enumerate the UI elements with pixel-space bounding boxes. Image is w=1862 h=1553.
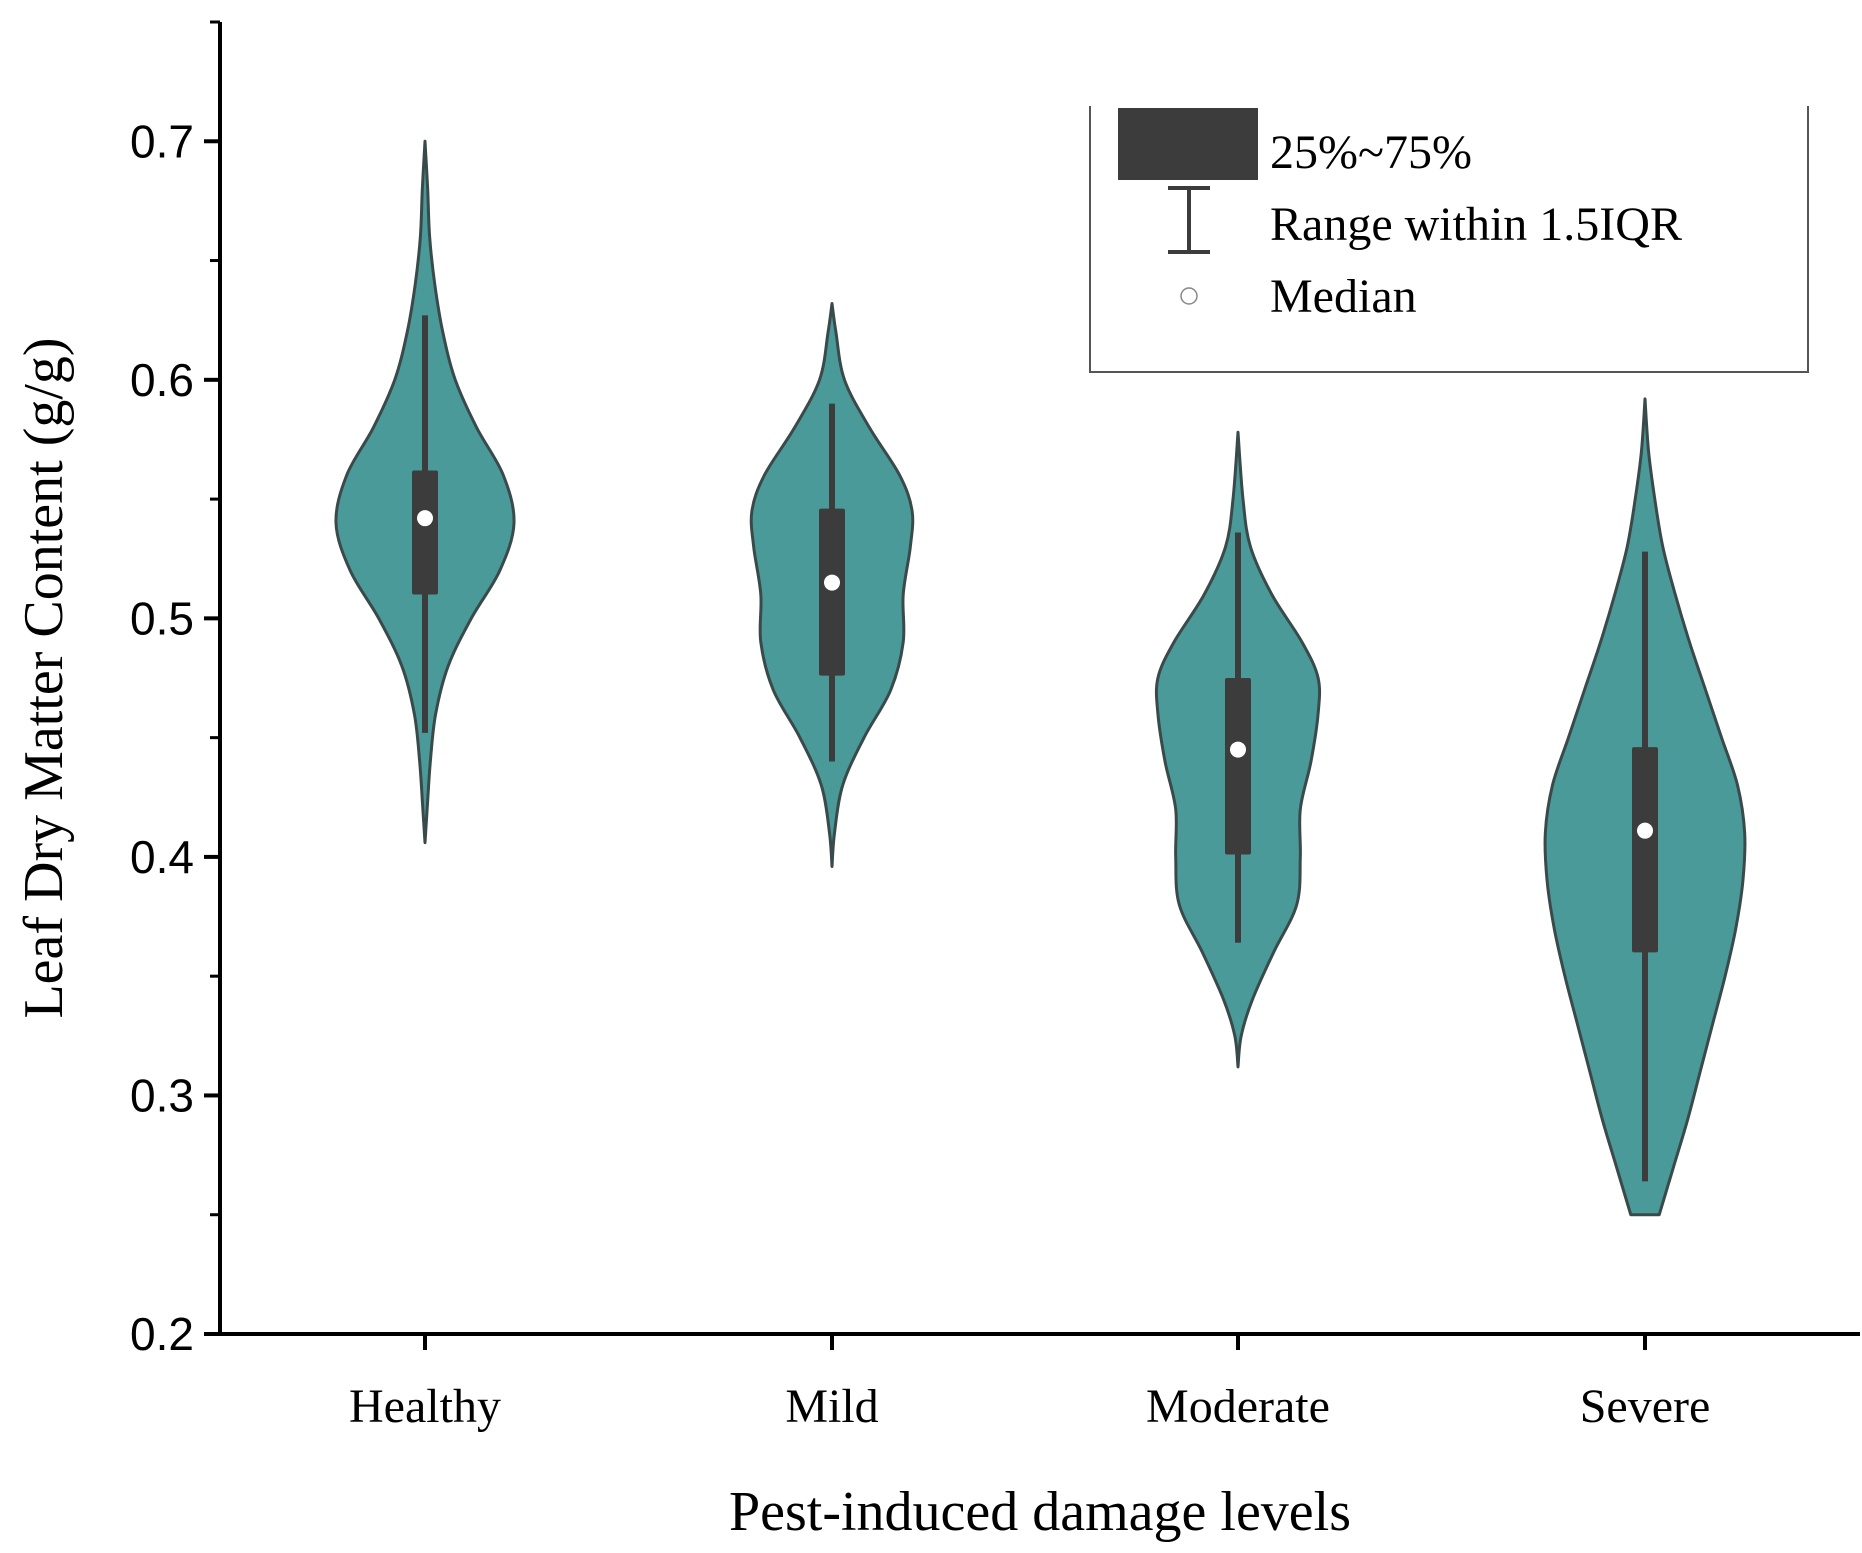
legend-label-median: Median xyxy=(1270,270,1417,323)
median-point-mild xyxy=(824,574,840,591)
y-tick-label: 0.5 xyxy=(130,592,194,644)
legend-label-box: 25%~75% xyxy=(1270,126,1472,179)
x-tick-label-moderate: Moderate xyxy=(1146,1380,1330,1433)
iqr-box-mild xyxy=(819,508,845,676)
violin-group-mild xyxy=(749,301,915,868)
legend-whisker-symbol xyxy=(1168,186,1210,254)
y-ticks: 0.2 0.3 0.4 0.5 0.6 0.7 xyxy=(130,20,220,1360)
median-point-moderate xyxy=(1230,741,1246,758)
violin-group-moderate xyxy=(1154,430,1322,1069)
violin-layer xyxy=(334,139,1747,1217)
violin-group-healthy xyxy=(334,139,516,845)
y-tick-label: 0.4 xyxy=(130,831,194,883)
legend-label-whisker: Range within 1.5IQR xyxy=(1270,198,1682,251)
x-tick-label-severe: Severe xyxy=(1580,1380,1711,1433)
axes: 0.2 0.3 0.4 0.5 0.6 0.7 Healthy Mild Moderate Se… xyxy=(130,20,1860,1433)
iqr-box-severe xyxy=(1632,747,1658,953)
y-tick-label: 0.6 xyxy=(130,354,194,406)
median-point-severe xyxy=(1637,822,1653,839)
y-tick-label: 0.3 xyxy=(130,1069,194,1121)
violin-group-severe xyxy=(1543,397,1747,1217)
y-tick-label: 0.7 xyxy=(130,115,194,167)
x-axis-title: Pest-induced damage levels xyxy=(729,1481,1351,1543)
iqr-box-healthy xyxy=(412,470,438,595)
legend-median-symbol xyxy=(1180,287,1198,305)
y-tick-label: 0.2 xyxy=(130,1308,194,1360)
y-axis-title: Leaf Dry Matter Content (g/g) xyxy=(13,337,75,1018)
legend: 25%~75% Range within 1.5IQR Median xyxy=(1089,106,1809,373)
legend-frame xyxy=(1089,106,1809,373)
x-ticks: Healthy Mild Moderate Severe xyxy=(349,1334,1710,1433)
x-tick-label-healthy: Healthy xyxy=(349,1380,501,1433)
iqr-box-moderate xyxy=(1225,678,1251,855)
x-tick-label-mild: Mild xyxy=(785,1380,878,1433)
median-point-healthy xyxy=(417,510,433,527)
legend-box-swatch xyxy=(1118,108,1258,180)
